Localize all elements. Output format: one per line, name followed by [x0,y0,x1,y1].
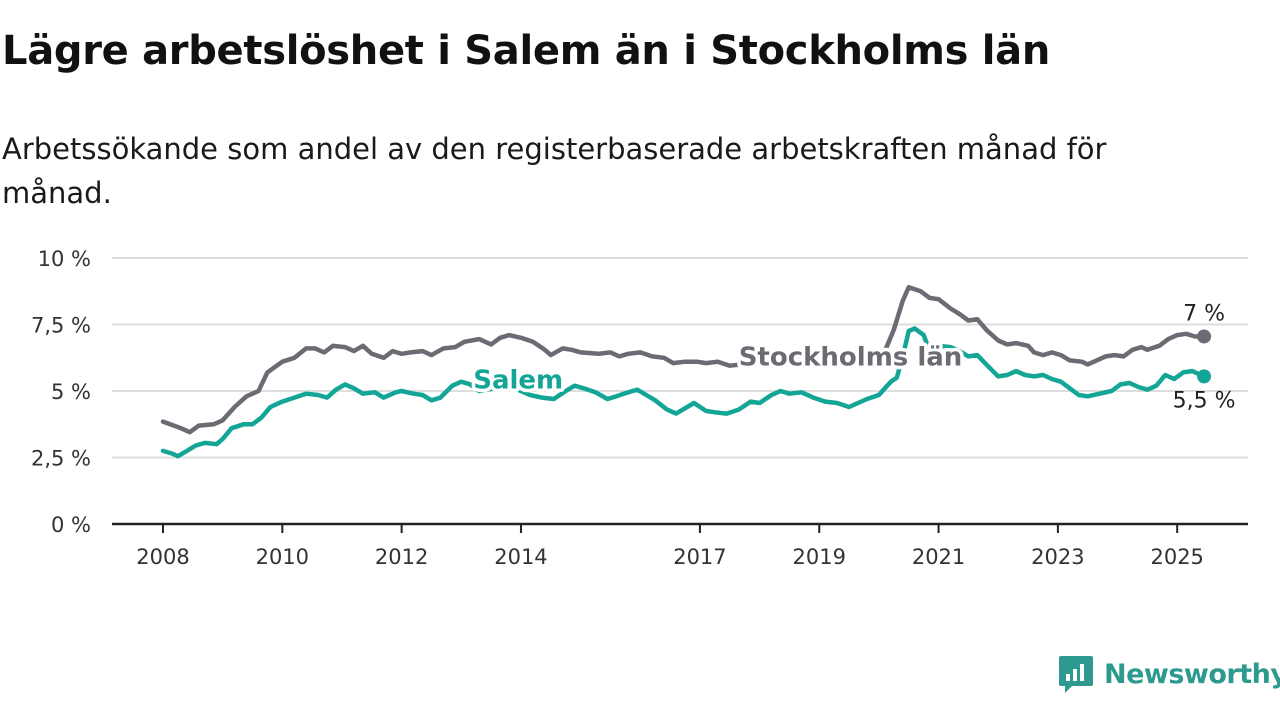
x-tick-label: 2014 [494,545,547,569]
x-tick-label: 2025 [1150,545,1203,569]
x-tick-label: 2008 [136,545,189,569]
series-line-stockholm [160,285,1207,435]
y-tick-label: 7,5 % [31,314,91,338]
y-tick-label: 10 % [38,247,91,271]
y-tick-label: 5 % [51,380,91,404]
y-axis: 0 % 2,5 % 5 % 7,5 % 10 % [31,247,91,537]
gridlines [112,257,1248,459]
series-name-label-stockholm: Stockholms län [739,343,963,373]
newsworthy-logo-icon [1059,656,1093,693]
series-end-marker-salem [1197,369,1212,384]
series-end-label-salem: 5,5 % [1173,388,1236,413]
series-end-marker-stockholm [1197,329,1212,344]
y-tick-label: 2,5 % [31,447,91,471]
x-tick-label: 2019 [793,545,846,569]
x-tick-label: 2021 [912,545,965,569]
series-lines [160,285,1212,459]
x-axis: 2008 2010 2012 2014 2017 2019 2021 2023 2025 [112,522,1248,569]
brand-name: Newsworthy [1104,658,1280,690]
y-tick-label: 0 % [51,513,91,537]
x-tick-label: 2023 [1031,545,1084,569]
series-name-label-salem: Salem [473,365,563,395]
brand-logo: Newsworthy [1058,654,1280,694]
x-tick-label: 2010 [256,545,309,569]
series-labels: Stockholms län Salem 7 % 5,5 % [470,301,1236,413]
x-tick-label: 2017 [673,545,726,569]
x-tick-label: 2012 [375,545,428,569]
chart-subtitle: Arbetssökande som andel av den registerb… [2,132,1107,210]
series-line-salem [160,326,1207,459]
line-chart: 0 % 2,5 % 5 % 7,5 % 10 % 2008 2010 2012 2014 201… [31,247,1248,569]
chart-title: Lägre arbetslöshet i Salem än i Stockhol… [2,28,1051,74]
series-end-label-stockholm: 7 % [1183,301,1225,326]
